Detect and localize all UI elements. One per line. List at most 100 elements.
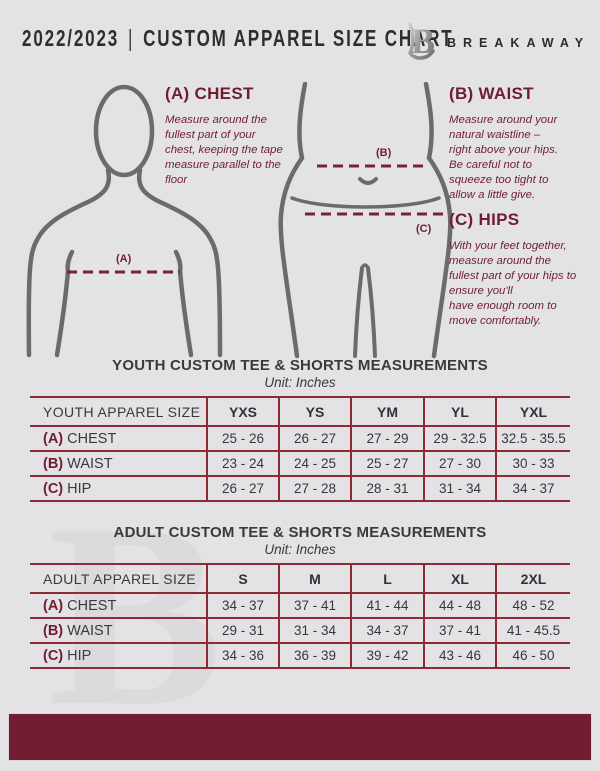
measure-prefix: (B) bbox=[43, 622, 64, 639]
figure-head bbox=[93, 84, 155, 178]
size-column-header: 2XL bbox=[495, 564, 570, 593]
size-row-header: YOUTH APPAREL SIZE bbox=[43, 403, 201, 420]
figure-navel bbox=[358, 177, 378, 185]
figure-right-shoulder-arm bbox=[136, 167, 223, 358]
figure-left-side bbox=[278, 82, 308, 359]
waist-guide-heading: (B) WAIST bbox=[449, 84, 534, 103]
size-range-cell: 39 - 42 bbox=[350, 643, 424, 668]
size-column-header: YL bbox=[423, 397, 496, 426]
size-range-cell: 26 - 27 bbox=[278, 426, 351, 451]
chest-guide-body: Measure around the fullest part of your … bbox=[165, 114, 283, 187]
measure-label: (B) WAIST bbox=[43, 455, 113, 472]
upper-body-figure: (A) bbox=[26, 84, 223, 358]
measure-prefix: (B) bbox=[43, 455, 64, 472]
size-range-cell: 34 - 36 bbox=[206, 643, 279, 668]
chest-marker-label: (A) bbox=[116, 253, 132, 265]
size-column-header: L bbox=[350, 564, 424, 593]
waist-guide-body: Measure around your natural waistline – … bbox=[449, 114, 558, 202]
hips-marker-label: (C) bbox=[416, 223, 432, 235]
size-range-cell: 37 - 41 bbox=[423, 618, 496, 643]
size-range-cell: 29 - 31 bbox=[206, 618, 279, 643]
table-row: (C) HIP 34 - 36 36 - 39 39 - 42 43 - 46 46 - … bbox=[30, 643, 570, 668]
measure-prefix: (C) bbox=[43, 480, 64, 497]
table-row: (B) WAIST 23 - 24 24 - 25 25 - 27 27 - 30 30 … bbox=[30, 451, 570, 476]
size-range-cell: 37 - 41 bbox=[278, 593, 351, 618]
size-row-header: ADULT APPAREL SIZE bbox=[43, 570, 196, 587]
size-column-header: S bbox=[206, 564, 279, 593]
watermark-letter: B bbox=[48, 470, 223, 760]
size-range-cell: 34 - 37 bbox=[495, 476, 570, 501]
size-range-cell: 25 - 26 bbox=[206, 426, 279, 451]
hips-guide-body: With your feet together, measure around … bbox=[449, 240, 577, 328]
table-row: (B) WAIST 29 - 31 31 - 34 34 - 37 37 - 41 41 … bbox=[30, 618, 570, 643]
brand-logo: B BREAKAWAY bbox=[402, 20, 590, 62]
youth-table-title: YOUTH CUSTOM TEE & SHORTS MEASUREMENTS bbox=[112, 357, 488, 374]
header: 2022/2023 | CUSTOM APPAREL SIZE CHART B BR… bbox=[0, 0, 600, 70]
size-range-cell: 24 - 25 bbox=[278, 451, 351, 476]
adult-unit-label: Unit: Inches bbox=[264, 542, 336, 557]
measure-prefix: (A) bbox=[43, 430, 64, 447]
size-range-cell: 32.5 - 35.5 bbox=[495, 426, 570, 451]
size-column-header: M bbox=[278, 564, 351, 593]
size-range-cell: 31 - 34 bbox=[423, 476, 496, 501]
size-range-cell: 36 - 39 bbox=[278, 643, 351, 668]
measure-label: (B) WAIST bbox=[43, 622, 113, 639]
chest-guide-heading: (A) CHEST bbox=[165, 84, 254, 103]
season-label: 2022/2023 bbox=[22, 25, 120, 51]
adult-header-row: ADULT APPAREL SIZE S M L XL 2XL bbox=[30, 564, 570, 593]
size-range-cell: 46 - 50 bbox=[495, 643, 570, 668]
size-column-header: YS bbox=[278, 397, 351, 426]
figure-hip-crease bbox=[290, 196, 441, 209]
adult-size-table: ADULT APPAREL SIZE S M L XL 2XL (A) CHEST 34 -… bbox=[30, 563, 570, 669]
size-range-cell: 34 - 37 bbox=[206, 593, 279, 618]
size-column-header: XL bbox=[423, 564, 496, 593]
size-range-cell: 44 - 48 bbox=[423, 593, 496, 618]
youth-size-section: YOUTH CUSTOM TEE & SHORTS MEASUREMENTS U… bbox=[0, 357, 600, 502]
table-row: (C) HIP 26 - 27 27 - 28 28 - 31 31 - 34 34 - … bbox=[30, 476, 570, 501]
size-range-cell: 23 - 24 bbox=[206, 451, 279, 476]
size-range-cell: 34 - 37 bbox=[350, 618, 424, 643]
table-row: (A) CHEST 34 - 37 37 - 41 41 - 44 44 - 48 48 … bbox=[30, 593, 570, 618]
logo-swoosh bbox=[407, 22, 435, 60]
measure-label: (C) HIP bbox=[43, 647, 92, 664]
size-range-cell: 28 - 31 bbox=[350, 476, 424, 501]
figure-left-inner-leg bbox=[353, 266, 364, 358]
breakaway-logo-icon: B bbox=[407, 21, 435, 61]
measure-label: (A) CHEST bbox=[43, 430, 117, 447]
lower-body-figure: (B) (C) bbox=[278, 82, 453, 359]
youth-unit-label: Unit: Inches bbox=[264, 375, 336, 390]
youth-size-table: YOUTH APPAREL SIZE YXS YS YM YL YXL (A) CHEST… bbox=[30, 396, 570, 502]
brand-name: BREAKAWAY bbox=[447, 36, 591, 50]
measure-prefix: (A) bbox=[43, 597, 64, 614]
size-range-cell: 27 - 29 bbox=[350, 426, 424, 451]
hips-guide-heading: (C) HIPS bbox=[449, 210, 520, 229]
measure-label: (A) CHEST bbox=[43, 597, 117, 614]
figure-right-inner-leg bbox=[366, 266, 377, 358]
waist-guide-note: (B) WAIST Measure around your natural wa… bbox=[449, 84, 563, 203]
title-text: CUSTOM APPAREL SIZE CHART bbox=[143, 25, 454, 51]
size-column-header: YXL bbox=[495, 397, 570, 426]
figure-left-inner-arm bbox=[54, 249, 75, 358]
size-range-cell: 41 - 44 bbox=[350, 593, 424, 618]
size-range-cell: 25 - 27 bbox=[350, 451, 424, 476]
size-range-cell: 48 - 52 bbox=[495, 593, 570, 618]
figure-right-side bbox=[423, 82, 453, 359]
size-range-cell: 27 - 28 bbox=[278, 476, 351, 501]
size-range-cell: 27 - 30 bbox=[423, 451, 496, 476]
table-row: (A) CHEST 25 - 26 26 - 27 27 - 29 29 - 32.5 3… bbox=[30, 426, 570, 451]
figure-left-shoulder-arm bbox=[26, 167, 112, 358]
figure-right-inner-arm bbox=[173, 249, 194, 358]
adult-size-section: ADULT CUSTOM TEE & SHORTS MEASUREMENTS U… bbox=[0, 524, 600, 669]
footer-bar bbox=[8, 713, 592, 761]
size-range-cell: 26 - 27 bbox=[206, 476, 279, 501]
chest-guide-note: (A) CHEST Measure around the fullest par… bbox=[165, 84, 285, 188]
page-title: 2022/2023 | CUSTOM APPAREL SIZE CHART bbox=[22, 25, 600, 52]
size-range-cell: 29 - 32.5 bbox=[423, 426, 496, 451]
waist-marker-label: (B) bbox=[376, 147, 392, 159]
size-range-cell: 30 - 33 bbox=[495, 451, 570, 476]
youth-header-row: YOUTH APPAREL SIZE YXS YS YM YL YXL bbox=[30, 397, 570, 426]
size-column-header: YM bbox=[350, 397, 424, 426]
size-range-cell: 43 - 46 bbox=[423, 643, 496, 668]
measure-prefix: (C) bbox=[43, 647, 64, 664]
